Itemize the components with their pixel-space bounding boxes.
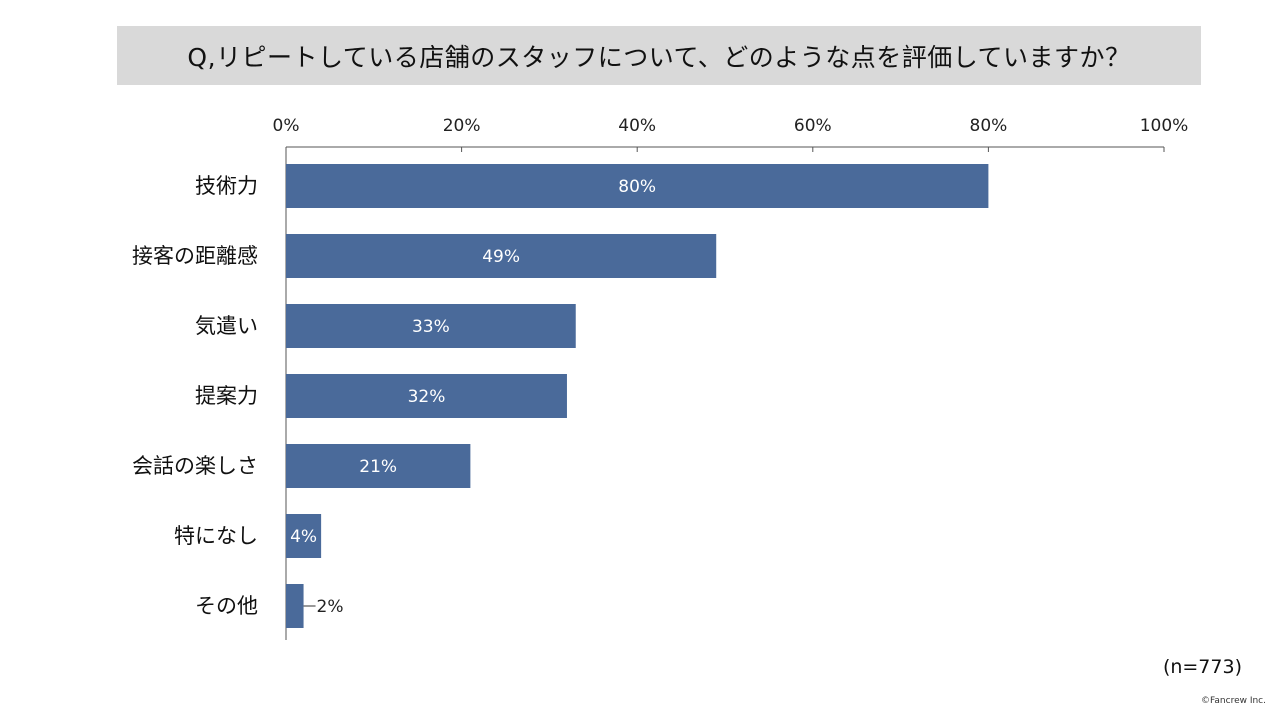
- bar: [286, 304, 576, 348]
- category-label: 気遣い: [195, 314, 258, 338]
- x-tick-label: 80%: [970, 116, 1008, 136]
- value-label: 33%: [412, 317, 450, 337]
- x-tick-label: 0%: [273, 116, 300, 136]
- value-label: 4%: [290, 527, 317, 547]
- value-label: 80%: [618, 177, 656, 197]
- value-label: 2%: [317, 597, 344, 617]
- category-label: 技術力: [195, 174, 258, 198]
- value-label: 49%: [482, 247, 520, 267]
- value-label: 32%: [408, 387, 446, 407]
- bar: [286, 234, 717, 278]
- bar: [286, 584, 304, 628]
- bar: [286, 164, 989, 208]
- copyright-text: ©Fancrew Inc.: [1201, 696, 1266, 706]
- value-label: 21%: [359, 457, 397, 477]
- category-label: 会話の楽しさ: [132, 454, 258, 478]
- category-label: 特になし: [174, 524, 258, 548]
- category-label: 提案力: [195, 384, 258, 408]
- category-label: その他: [195, 594, 258, 618]
- x-tick-label: 100%: [1140, 116, 1189, 136]
- chart-title: Q,リピートしている店舗のスタッフについて、どのような点を評価していますか？: [187, 42, 1131, 72]
- category-label: 接客の距離感: [132, 244, 258, 268]
- x-tick-label: 40%: [618, 116, 656, 136]
- sample-size-note: (n=773): [1162, 656, 1242, 678]
- x-tick-label: 60%: [794, 116, 832, 136]
- chart-title-box: Q,リピートしている店舗のスタッフについて、どのような点を評価していますか？: [117, 26, 1201, 85]
- x-tick-label: 20%: [443, 116, 481, 136]
- bar: [286, 514, 322, 558]
- bar: [286, 374, 567, 418]
- bar: [286, 444, 471, 488]
